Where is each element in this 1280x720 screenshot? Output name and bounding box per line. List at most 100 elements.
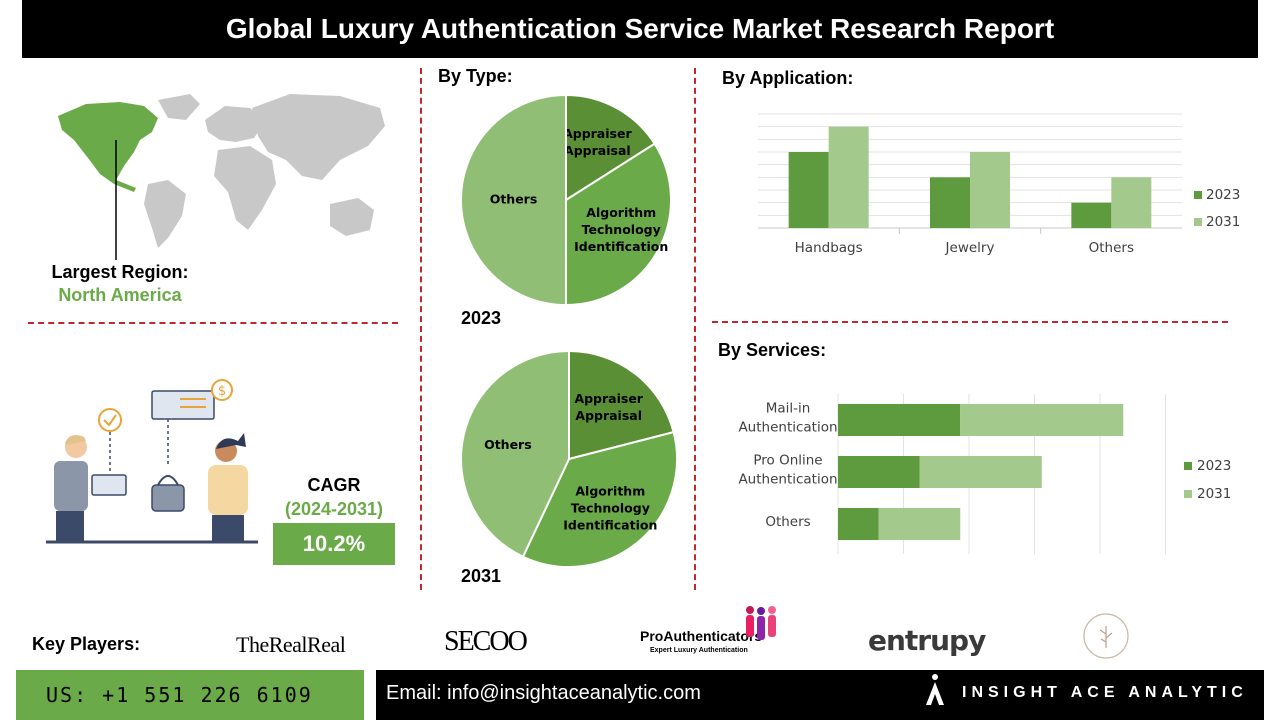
logo-entrupy: entrupy (868, 624, 986, 657)
bar-pro-online-authentication-2031 (919, 456, 1042, 488)
y-tick-label: Others (765, 514, 810, 530)
logo-therealreal: TheRealReal (236, 632, 346, 657)
card-shape (91, 474, 127, 496)
key-players-label: Key Players: (32, 634, 141, 654)
cagr-label: CAGR (307, 475, 361, 495)
footer-brand: INSIGHT ACE ANALYTIC (962, 684, 1248, 701)
authentication-illustration: $ (46, 379, 258, 544)
person-right-hair (216, 433, 246, 449)
bar-handbags-2031 (828, 126, 869, 228)
divider-left-horizontal (28, 322, 398, 324)
x-tick-label: Handbags (795, 240, 863, 256)
pie-chart-2031: Appraiser Appraisal Algorithm Technology Ide… (460, 349, 678, 568)
x-tick-label: Jewelry (945, 240, 995, 256)
pie-slice-label: Identification (574, 239, 668, 254)
dollar-badge-icon (211, 379, 233, 401)
bar-others-2031 (878, 508, 961, 540)
document-shape (151, 390, 215, 420)
pie-slice-label: Appraisal (575, 408, 642, 423)
pie-slice-algorithm-technology-identification (521, 430, 678, 568)
north-america-shape (58, 102, 158, 192)
logo-proauthenticators: ProAuthenticators (640, 628, 763, 644)
legend-swatch-2023 (1194, 191, 1202, 199)
report-title: Global Luxury Authentication Service Mar… (22, 0, 1258, 58)
bar-others-2023 (1071, 202, 1112, 228)
pie-slice-label: Algorithm (575, 483, 645, 498)
legend-label-2031: 2031 (1206, 214, 1240, 230)
footer-email[interactable]: Email: info@insightaceanalytic.com (376, 670, 1264, 720)
by-services-title: By Services: (718, 340, 827, 360)
bar-jewelry-2031 (970, 152, 1010, 228)
pie-slice-label: Technology (582, 222, 661, 237)
divider-right-horizontal (712, 321, 1228, 323)
check-mark-icon (103, 414, 117, 427)
insight-ace-logo-icon (926, 674, 944, 705)
europe-shape (205, 106, 265, 142)
bar-others-2031 (1111, 177, 1152, 228)
bar-jewelry-2023 (930, 177, 970, 228)
pie-slice-label: Appraiser (563, 126, 632, 141)
y-tick-label: Authentication (738, 420, 837, 436)
legend-label-2023: 2023 (1206, 187, 1240, 203)
legend-swatch-2023 (1184, 462, 1192, 470)
pie-slice-label: Others (484, 437, 532, 452)
south-america-shape (144, 180, 186, 248)
authenticate-badge-logo (1083, 613, 1129, 659)
dollar-sign-glyph: $ (218, 384, 226, 399)
australia-shape (330, 198, 374, 236)
pie-slice-label: Technology (571, 500, 650, 515)
y-tick-label: Mail-in (766, 401, 811, 417)
bar-mail-in-authentication-2023 (838, 404, 961, 436)
legend-swatch-2031 (1194, 218, 1202, 226)
x-tick-label: Others (1089, 240, 1134, 256)
bar-others-2023 (838, 508, 879, 540)
pie-year-2031: 2031 (461, 566, 502, 586)
logo-secoo: SECOO (444, 626, 528, 657)
pie-chart-2023: Appraiser Appraisal Algorithm Technology Ide… (460, 93, 672, 307)
divider-vertical-right (694, 68, 696, 590)
y-tick-label: Authentication (738, 472, 837, 488)
africa-shape (214, 146, 276, 230)
pie-slice-label: Algorithm (586, 205, 656, 220)
legend-swatch-2031 (1184, 490, 1192, 498)
greenland-shape (158, 94, 200, 120)
pie-slice-label: Appraiser (574, 391, 643, 406)
legend-label-2031: 2031 (1197, 486, 1231, 502)
person-left-hair (65, 435, 86, 445)
world-map-graphic (58, 94, 385, 260)
by-type-title: By Type: (438, 66, 513, 86)
pie-slice-others (460, 349, 570, 559)
pie-slice-others (460, 93, 567, 307)
bar-handbags-2023 (788, 152, 829, 228)
y-tick-label: Pro Online (753, 453, 822, 469)
proauthenticators-figures-graphic (746, 606, 776, 640)
pie-slice-label: Identification (563, 517, 657, 532)
by-application-title: By Application: (722, 68, 854, 88)
largest-region-label: Largest Region: (51, 262, 189, 282)
person-left-body (54, 461, 88, 511)
handbag-handle (157, 475, 179, 486)
services-bar-chart: Mail-in Authentication Pro Online Authentic… (738, 394, 1231, 554)
pie-slice-appraiser-appraisal (565, 93, 657, 202)
logo-proauthenticators-tagline: Expert Luxury Authentication (650, 647, 748, 654)
pie-year-2023: 2023 (461, 308, 502, 328)
person-right-body (208, 465, 248, 515)
pie-slice-algorithm-technology-identification (565, 142, 672, 307)
bar-mail-in-authentication-2031 (960, 404, 1124, 436)
bar-pro-online-authentication-2023 (838, 456, 920, 488)
pie-slice-appraiser-appraisal (568, 349, 675, 461)
check-badge-icon (98, 408, 122, 432)
cagr-period: (2024-2031) (284, 499, 384, 519)
asia-shape (252, 94, 385, 180)
pie-slice-label: Appraisal (564, 143, 631, 158)
largest-region-value: North America (58, 285, 182, 305)
divider-vertical-left (420, 68, 422, 590)
application-bar-chart: Handbags Jewelry Others 2023 2031 (758, 113, 1240, 256)
legend-label-2023: 2023 (1197, 458, 1231, 474)
handbag-shape (151, 484, 185, 512)
cagr-value: 10.2% (273, 523, 395, 565)
person-right-legs (212, 515, 244, 541)
pie-slice-label: Others (490, 192, 538, 207)
person-left-legs (56, 511, 84, 541)
footer-phone[interactable]: US: +1 551 226 6109 (16, 670, 364, 720)
